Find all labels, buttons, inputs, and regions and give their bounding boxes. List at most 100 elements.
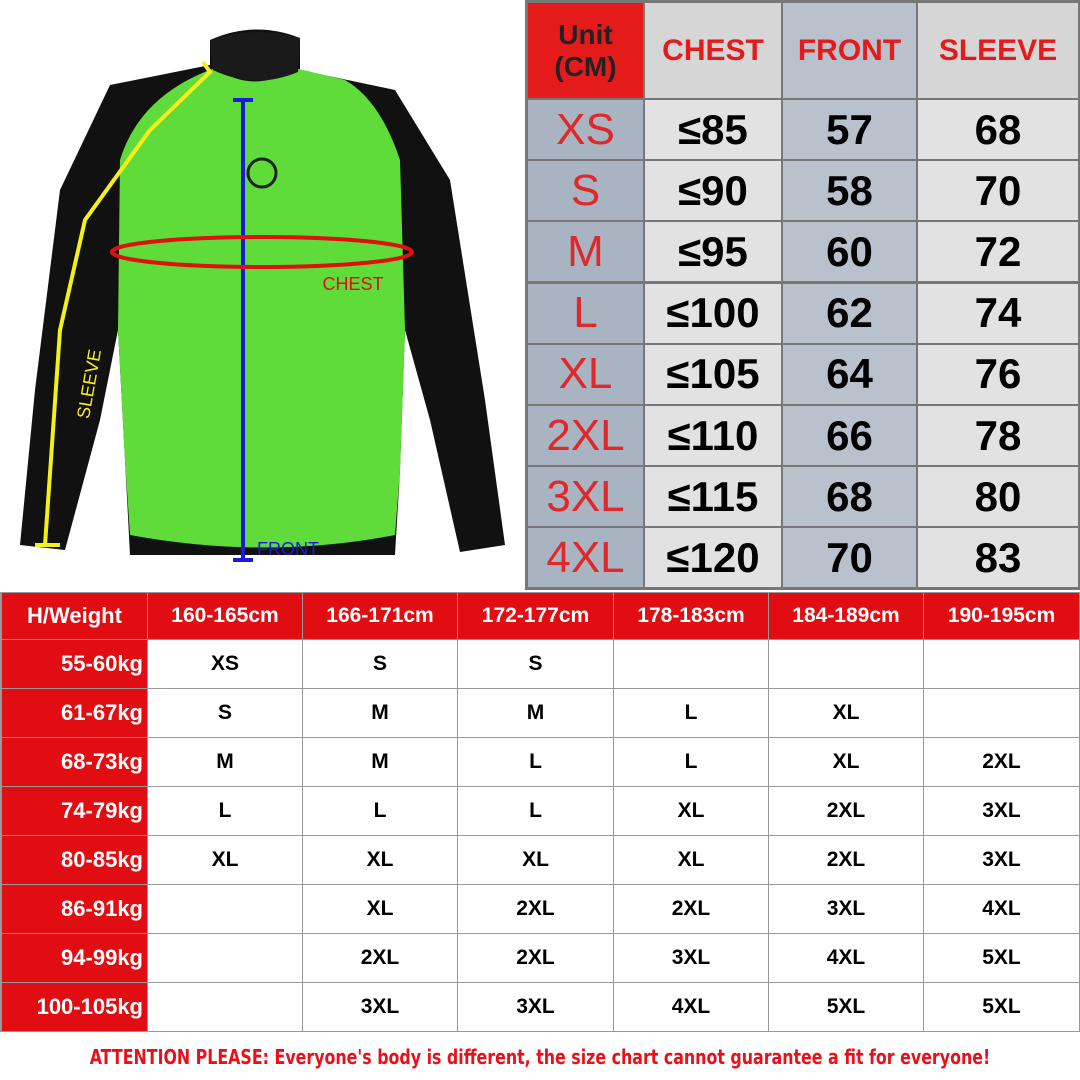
weight-label: 74-79kg: [2, 787, 147, 835]
size-value: 83: [918, 528, 1078, 588]
size-value: ≤90: [645, 161, 781, 221]
size-cell: 3XL: [769, 885, 923, 933]
size-label: 4XL: [528, 528, 643, 588]
column-header: SLEEVE: [918, 3, 1078, 98]
unit-header: Unit (CM): [528, 3, 643, 98]
size-value: 80: [918, 467, 1078, 527]
size-cell: 3XL: [303, 983, 457, 1031]
size-cell: 2XL: [614, 885, 768, 933]
size-cell: L: [458, 738, 613, 786]
weight-label: 80-85kg: [2, 836, 147, 884]
size-value: ≤100: [645, 283, 781, 343]
size-value: 58: [783, 161, 916, 221]
size-cell: 2XL: [769, 836, 923, 884]
size-value: 78: [918, 406, 1078, 465]
size-value: ≤85: [645, 100, 781, 159]
size-cell: M: [458, 689, 613, 737]
size-cell: [769, 640, 923, 688]
size-cell: XS: [148, 640, 302, 688]
size-label: 2XL: [528, 406, 643, 465]
size-cell: L: [303, 787, 457, 835]
size-cell: XL: [303, 836, 457, 884]
size-cell: 3XL: [924, 836, 1079, 884]
column-header: FRONT: [783, 3, 916, 98]
size-value: 68: [918, 100, 1078, 159]
size-value: ≤110: [645, 406, 781, 465]
size-value: 68: [783, 467, 916, 527]
height-header: 166-171cm: [303, 593, 457, 639]
size-cell: [148, 885, 302, 933]
size-cell: 4XL: [614, 983, 768, 1031]
size-value: 57: [783, 100, 916, 159]
size-cell: 4XL: [924, 885, 1079, 933]
height-header: 184-189cm: [769, 593, 923, 639]
logo: [246, 157, 278, 189]
size-cell: [924, 689, 1079, 737]
size-value: 62: [783, 283, 916, 343]
size-cell: 5XL: [769, 983, 923, 1031]
size-cell: 2XL: [458, 885, 613, 933]
unit-label: Unit: [558, 18, 613, 50]
size-label: S: [528, 161, 643, 221]
size-cell: 2XL: [303, 934, 457, 982]
size-cell: M: [303, 689, 457, 737]
size-cell: L: [614, 738, 768, 786]
collar: [210, 31, 300, 81]
size-cell: [924, 640, 1079, 688]
size-cell: M: [303, 738, 457, 786]
size-cell: 2XL: [769, 787, 923, 835]
size-cell: S: [148, 689, 302, 737]
size-cell: 4XL: [769, 934, 923, 982]
chest-line: [110, 235, 414, 269]
size-value: 64: [783, 344, 916, 404]
size-cell: 3XL: [924, 787, 1079, 835]
size-value: 72: [918, 222, 1078, 282]
size-cell: XL: [303, 885, 457, 933]
size-cell: XL: [458, 836, 613, 884]
attention-note: ATTENTION PLEASE: Everyone's body is dif…: [89, 1045, 991, 1069]
front-label: FRONT: [257, 539, 319, 559]
size-cell: L: [148, 787, 302, 835]
height-header: 178-183cm: [614, 593, 768, 639]
corner-header: H/Weight: [2, 593, 147, 639]
size-value: 70: [918, 161, 1078, 221]
size-value: ≤105: [645, 344, 781, 404]
size-cell: XL: [148, 836, 302, 884]
size-value: ≤115: [645, 467, 781, 527]
size-label: L: [528, 283, 643, 343]
size-cell: M: [148, 738, 302, 786]
size-value: ≤120: [645, 528, 781, 588]
column-header: CHEST: [645, 3, 781, 98]
size-cell: L: [458, 787, 613, 835]
size-cell: S: [458, 640, 613, 688]
size-value: 76: [918, 344, 1078, 404]
shirt-body: [118, 68, 405, 548]
size-label: M: [528, 222, 643, 282]
size-value: 60: [783, 222, 916, 282]
size-cell: XL: [614, 836, 768, 884]
size-cell: 2XL: [924, 738, 1079, 786]
size-label: XL: [528, 344, 643, 404]
size-cell: XL: [769, 689, 923, 737]
height-header: 160-165cm: [148, 593, 302, 639]
chest-label: CHEST: [322, 274, 383, 294]
size-value: 66: [783, 406, 916, 465]
size-cell: 5XL: [924, 983, 1079, 1031]
sleeve-line: [43, 60, 213, 546]
size-cell: [148, 983, 302, 1031]
size-label: 3XL: [528, 467, 643, 527]
unit-label: (CM): [554, 50, 617, 82]
weight-label: 61-67kg: [2, 689, 147, 737]
weight-label: 86-91kg: [2, 885, 147, 933]
size-value: 74: [918, 283, 1078, 343]
size-cell: S: [303, 640, 457, 688]
weight-label: 68-73kg: [2, 738, 147, 786]
weight-label: 100-105kg: [2, 983, 147, 1031]
size-cell: [614, 640, 768, 688]
size-cell: [148, 934, 302, 982]
weight-label: 94-99kg: [2, 934, 147, 982]
size-cell: XL: [614, 787, 768, 835]
size-value: ≤95: [645, 222, 781, 282]
size-cell: 3XL: [458, 983, 613, 1031]
